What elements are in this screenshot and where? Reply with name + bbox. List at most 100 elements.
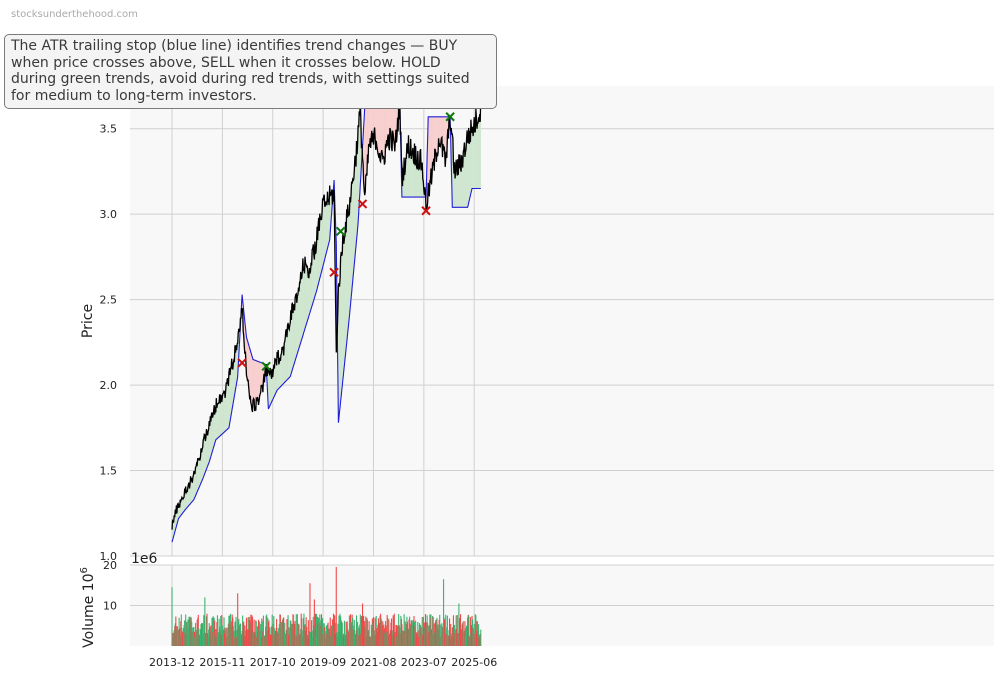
volume-bar [456, 614, 458, 646]
sell-signal-marker [357, 199, 368, 209]
volume-bars [171, 567, 482, 646]
volume-bar [401, 624, 403, 646]
volume-bar [378, 622, 380, 646]
volume-bar [268, 620, 270, 646]
volume-bar [171, 587, 173, 646]
volume-bar [220, 616, 222, 646]
volume-bar [393, 613, 395, 646]
sell-signal-marker [329, 267, 339, 277]
volume-bar [298, 624, 300, 646]
volume-bar [424, 614, 427, 646]
y-tick-label: 3.0 [100, 208, 118, 221]
volume-bar [421, 617, 423, 646]
volume-bar [475, 615, 477, 646]
watermark: stocksunderthehood.com [11, 9, 138, 20]
sell-signal-marker [421, 206, 431, 216]
volume-bar [390, 618, 393, 646]
volume-bar [439, 614, 441, 646]
volume-bar [206, 613, 208, 646]
volume-bar [329, 617, 331, 646]
volume-bar [478, 624, 480, 646]
x-tick-label: 2015-11 [199, 656, 245, 669]
volume-bar [443, 579, 445, 646]
volume-bar [243, 621, 245, 646]
volume-bar [211, 617, 213, 646]
volume-bar [359, 614, 361, 646]
volume-bar [374, 617, 376, 646]
volume-bar [266, 614, 268, 646]
x-tick-label: 2023-07 [401, 656, 447, 669]
y-tick-label: 2.0 [100, 379, 118, 392]
x-tick-label: 2017-10 [250, 656, 296, 669]
volume-axis-label: Volume 106 [79, 567, 97, 648]
volume-bar [387, 617, 389, 646]
sell-signal-marker [237, 358, 247, 368]
atr-stop-line [171, 102, 481, 543]
volume-tick-label: 10 [103, 600, 117, 613]
volume-bar [395, 625, 398, 646]
axis-labels: 1.0 1.5 2.0 2.5 3.0 3.5 10 20 2013-12 2015-11 2017… [79, 123, 497, 669]
volume-bar [388, 619, 390, 646]
volume-bar [444, 619, 446, 646]
buy-signal-marker [261, 361, 271, 371]
volume-bar [255, 621, 257, 646]
volume-bar [214, 620, 216, 646]
volume-bar [403, 614, 405, 646]
volume-bar [452, 615, 454, 646]
volume-bar [235, 616, 237, 646]
x-tick-label: 2019-09 [300, 656, 346, 669]
x-tick-label: 2013-12 [149, 656, 195, 669]
price-plot-background [130, 86, 994, 556]
volume-bar [464, 621, 466, 646]
volume-bar [276, 618, 278, 646]
volume-bar [314, 613, 316, 646]
volume-bar [368, 621, 370, 646]
volume-bar [223, 617, 225, 646]
volume-bar [468, 615, 470, 646]
volume-bar [360, 616, 362, 646]
volume-bar [446, 615, 448, 646]
volume-bar [480, 629, 482, 646]
volume-bar [335, 567, 337, 646]
volume-bar [250, 614, 252, 646]
volume-bar [449, 618, 451, 646]
volume-bar [262, 615, 264, 646]
y-tick-label: 1.0 [100, 550, 118, 563]
series-lines [171, 90, 482, 543]
buy-signal-marker [445, 112, 455, 122]
price-axis-label: Price [80, 304, 96, 338]
volume-bar [295, 614, 297, 646]
volume-bar [237, 593, 239, 646]
volume-bar [338, 615, 340, 646]
volume-bar [432, 617, 434, 646]
buy-signal-marker [335, 226, 346, 236]
volume-bar [309, 583, 311, 646]
volume-bar [311, 620, 313, 646]
y-tick-label: 2.5 [100, 294, 118, 307]
volume-bar [343, 620, 346, 646]
volume-bar [415, 620, 417, 646]
volume-bar [365, 616, 367, 646]
volume-bar [294, 623, 296, 646]
volume-bar [204, 597, 206, 646]
volume-bar [417, 621, 419, 646]
volume-bar [273, 616, 275, 646]
volume-bar [322, 618, 324, 646]
x-tick-label: 2025-06 [451, 656, 497, 669]
y-tick-label: 3.5 [100, 123, 118, 136]
volume-bar [287, 615, 289, 646]
volume-offset-text: 1e6 [131, 551, 158, 567]
volume-bar [283, 617, 285, 646]
volume-bar [251, 616, 254, 646]
volume-bar [216, 615, 218, 646]
price-line [171, 90, 482, 530]
volume-bar [341, 622, 343, 646]
annotation-box: The ATR trailing stop (blue line) identi… [4, 34, 497, 109]
volume-tick-label: 20 [103, 559, 117, 572]
volume-bar [469, 617, 471, 646]
volume-bar [260, 624, 262, 646]
y-tick-label: 1.5 [100, 465, 118, 478]
volume-bar [176, 626, 179, 646]
grid-lines [130, 86, 994, 646]
